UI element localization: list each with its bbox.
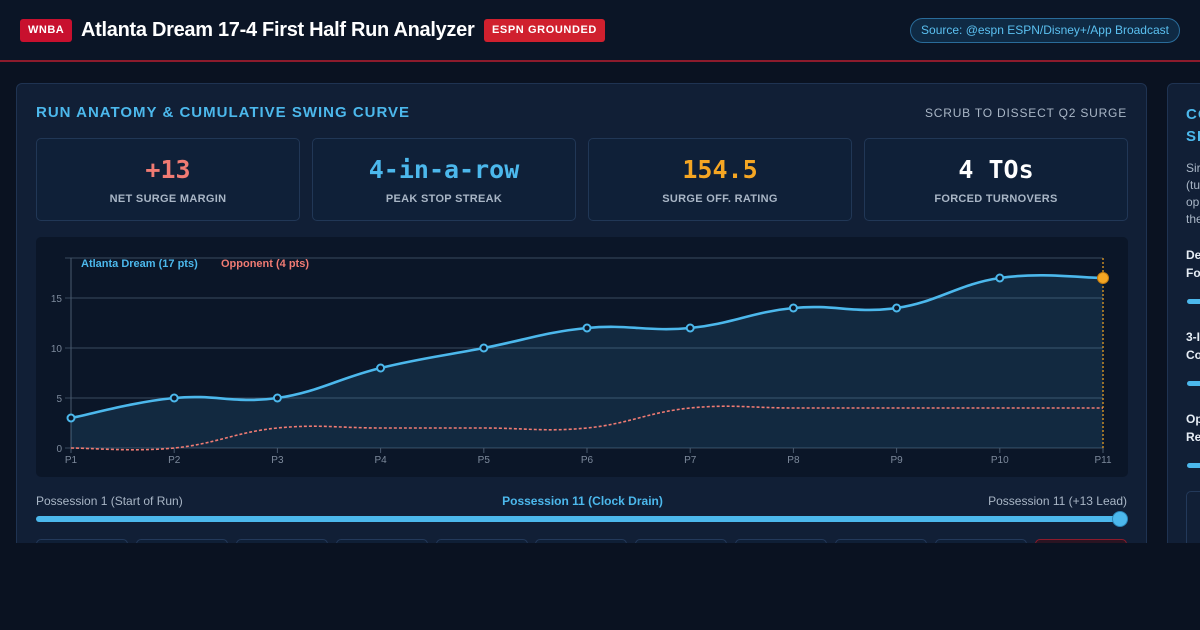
- scrub-start-label: Possession 1 (Start of Run): [36, 494, 183, 508]
- x-tick-label: P1: [65, 455, 78, 466]
- side-text-line: op: [1186, 195, 1200, 209]
- dream-data-point: [685, 323, 695, 333]
- stat-card-turnovers: 4 TOs FORCED TURNOVERS: [864, 138, 1128, 221]
- side-panel-title: CO SI: [1186, 104, 1200, 148]
- page-title: Atlanta Dream 17-4 First Half Run Analyz…: [81, 19, 475, 41]
- y-tick-label: 5: [56, 394, 62, 405]
- side-control-line: Re: [1186, 430, 1200, 444]
- side-control-line: De: [1186, 248, 1200, 262]
- dream-data-point: [376, 363, 386, 373]
- side-slider[interactable]: [1187, 463, 1200, 468]
- page-footer-area: [0, 543, 1200, 630]
- stat-label: NET SURGE MARGIN: [109, 193, 227, 205]
- stat-label: FORCED TURNOVERS: [934, 193, 1058, 205]
- legend-dream: Atlanta Dream (17 pts): [81, 258, 198, 270]
- highlight-data-point: [1097, 272, 1109, 284]
- side-control-label: Op Re: [1186, 410, 1200, 446]
- side-title-line: SI: [1186, 128, 1200, 145]
- side-slider[interactable]: [1187, 299, 1200, 304]
- x-tick-label: P2: [168, 455, 181, 466]
- run-anatomy-panel: RUN ANATOMY & CUMULATIVE SWING CURVE SCR…: [16, 83, 1147, 569]
- side-text-line: the: [1186, 212, 1200, 226]
- y-tick-label: 15: [51, 294, 63, 305]
- dream-data-point: [169, 393, 179, 403]
- league-badge: WNBA: [20, 19, 73, 42]
- stat-card-off-rating: 154.5 SURGE OFF. RATING: [588, 138, 852, 221]
- grounded-badge: ESPN GROUNDED: [484, 19, 605, 42]
- side-control-line: Fo: [1186, 266, 1200, 280]
- x-tick-label: P7: [684, 455, 697, 466]
- side-panel-card: [1186, 491, 1200, 551]
- x-tick-label: P4: [374, 455, 387, 466]
- side-control-label: 3-I Co: [1186, 328, 1200, 364]
- dream-data-point: [479, 343, 489, 353]
- side-text-line: Sir: [1186, 161, 1200, 175]
- side-control-line: Co: [1186, 348, 1200, 362]
- panel-title: RUN ANATOMY & CUMULATIVE SWING CURVE: [36, 104, 411, 121]
- opponent-series-line: [70, 405, 1103, 451]
- possession-scrubber-track[interactable]: [36, 516, 1120, 522]
- x-tick-label: P6: [581, 455, 594, 466]
- x-tick-label: P8: [787, 455, 800, 466]
- stat-value: 4 TOs: [958, 155, 1034, 184]
- dream-data-point: [892, 303, 902, 313]
- stat-label: SURGE OFF. RATING: [662, 193, 778, 205]
- source-pill[interactable]: Source: @espn ESPN/Disney+/App Broadcast: [910, 18, 1180, 43]
- x-tick-label: P11: [1094, 455, 1111, 466]
- dream-data-point: [995, 273, 1005, 283]
- scrub-end-label: Possession 11 (+13 Lead): [988, 494, 1127, 508]
- stat-card-stop-streak: 4-in-a-row PEAK STOP STREAK: [312, 138, 576, 221]
- x-tick-label: P5: [478, 455, 491, 466]
- legend-opponent: Opponent (4 pts): [221, 258, 309, 270]
- side-panel: CO SI Sir (tu op the De Fo 3-I Co Op Re: [1167, 83, 1200, 553]
- dream-area: [71, 275, 1103, 448]
- dream-data-point: [788, 303, 798, 313]
- x-tick-label: P9: [890, 455, 903, 466]
- side-control-line: Op: [1186, 412, 1200, 426]
- scrub-current-label: Possession 11 (Clock Drain): [502, 494, 663, 508]
- dream-data-point: [272, 393, 282, 403]
- stat-label: PEAK STOP STREAK: [385, 193, 503, 205]
- x-tick-label: P3: [271, 455, 284, 466]
- swing-chart: 0 5 10 15 P1 P2 P3 P4 P5 P6 P7 P8 P9 P10 P11 Atlanta Dr…: [36, 237, 1128, 477]
- dream-data-point: [582, 323, 592, 333]
- y-tick-label: 10: [51, 344, 63, 355]
- side-control-label: De Fo: [1186, 246, 1200, 282]
- app-header: WNBA Atlanta Dream 17-4 First Half Run A…: [0, 0, 1200, 62]
- side-control-line: 3-I: [1186, 330, 1200, 344]
- stat-card-net-surge: +13 NET SURGE MARGIN: [36, 138, 300, 221]
- side-slider[interactable]: [1187, 381, 1200, 386]
- side-text-line: (tu: [1186, 178, 1200, 192]
- panel-hint: SCRUB TO DISSECT Q2 SURGE: [924, 106, 1127, 120]
- side-panel-description: Sir (tu op the: [1186, 160, 1200, 228]
- swing-chart-svg: 0 5 10 15 P1 P2 P3 P4 P5 P6 P7 P8 P9 P10 P11 Atlanta Dr…: [51, 257, 1112, 466]
- y-tick-label: 0: [56, 444, 62, 455]
- stat-value: +13: [145, 155, 191, 184]
- stat-value: 4-in-a-row: [368, 155, 520, 184]
- stat-value: 154.5: [682, 155, 758, 184]
- x-tick-label: P10: [991, 455, 1009, 466]
- possession-scrubber-thumb[interactable]: [1112, 511, 1128, 527]
- side-title-line: CO: [1186, 106, 1200, 123]
- dream-data-point: [66, 413, 76, 423]
